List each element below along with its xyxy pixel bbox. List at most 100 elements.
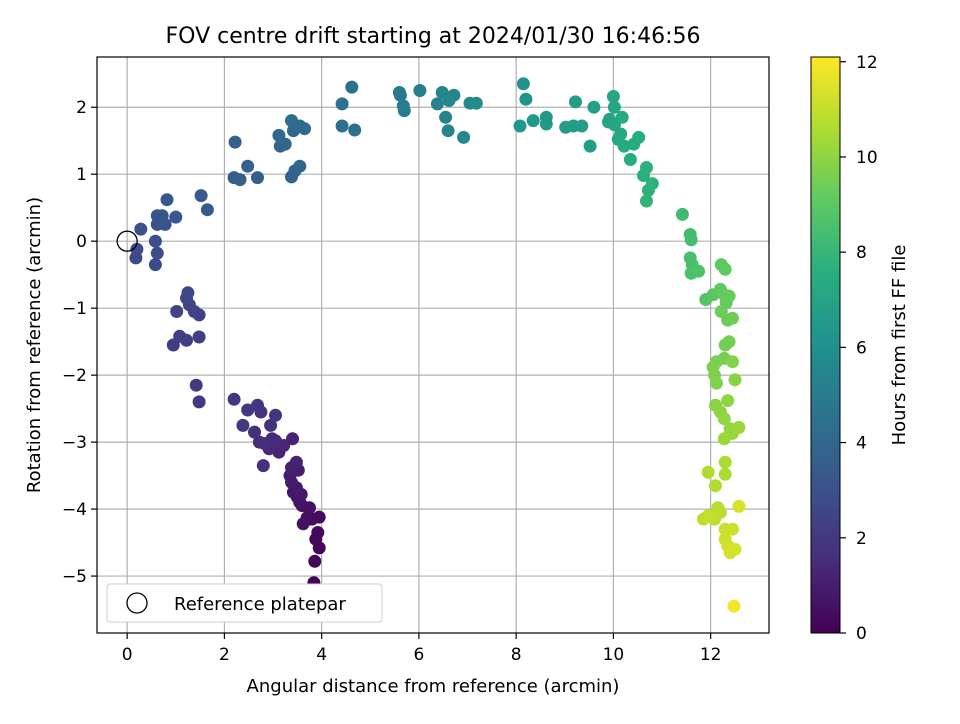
colorbar-tick-label: 2 bbox=[856, 529, 867, 549]
data-point bbox=[632, 130, 646, 144]
data-point bbox=[241, 159, 255, 173]
data-point bbox=[718, 262, 732, 276]
reference-marker bbox=[116, 230, 138, 252]
data-point bbox=[130, 242, 144, 256]
legend-box bbox=[106, 583, 383, 623]
data-point bbox=[640, 194, 653, 208]
y-tick-label: −2 bbox=[62, 366, 87, 386]
data-point bbox=[710, 376, 723, 390]
data-point bbox=[155, 209, 169, 223]
data-point bbox=[293, 159, 307, 173]
data-point bbox=[718, 338, 732, 352]
data-point bbox=[575, 119, 589, 133]
data-point bbox=[194, 189, 208, 203]
data-point bbox=[569, 95, 582, 109]
colorbar-tick-label: 4 bbox=[856, 434, 867, 454]
data-point bbox=[256, 459, 270, 473]
data-point bbox=[728, 542, 742, 556]
data-point bbox=[251, 398, 264, 412]
colorbar-tick-label: 10 bbox=[856, 148, 878, 168]
data-point bbox=[173, 329, 187, 343]
legend: Reference platepar bbox=[106, 583, 383, 623]
chart-title: FOV centre drift starting at 2024/01/30 … bbox=[166, 24, 701, 49]
data-point bbox=[251, 171, 264, 185]
data-point bbox=[192, 395, 206, 409]
data-point bbox=[236, 418, 250, 432]
data-point bbox=[728, 373, 742, 387]
data-point bbox=[701, 465, 715, 479]
data-point bbox=[587, 100, 601, 114]
data-point bbox=[286, 432, 299, 446]
y-tick-label: −4 bbox=[62, 500, 87, 520]
x-axis-ticks: 0 2 4 6 8 10 12 bbox=[122, 633, 722, 665]
data-point bbox=[298, 122, 312, 136]
data-point bbox=[732, 499, 746, 513]
data-point bbox=[264, 418, 278, 432]
colorbar-tick-label: 8 bbox=[856, 243, 867, 263]
data-point bbox=[539, 117, 553, 131]
x-tick-label: 6 bbox=[413, 645, 424, 665]
data-point bbox=[248, 425, 261, 439]
data-point bbox=[148, 258, 162, 272]
data-point bbox=[189, 378, 203, 392]
data-point bbox=[469, 96, 483, 110]
data-point bbox=[675, 207, 689, 221]
data-point bbox=[526, 114, 540, 128]
data-point bbox=[439, 110, 453, 124]
data-point bbox=[148, 234, 162, 248]
y-tick-label: 1 bbox=[76, 165, 87, 185]
x-axis-label: Angular distance from reference (arcmin) bbox=[247, 676, 620, 697]
data-point bbox=[722, 289, 736, 303]
data-point bbox=[447, 88, 461, 102]
x-tick-label: 4 bbox=[316, 645, 327, 665]
data-point bbox=[228, 135, 242, 149]
data-points bbox=[129, 77, 746, 613]
x-tick-label: 12 bbox=[700, 645, 722, 665]
data-point bbox=[335, 119, 349, 133]
colorbar-ticks: 0 2 4 6 8 10 12 bbox=[840, 53, 878, 644]
data-point bbox=[272, 128, 286, 142]
data-point bbox=[134, 222, 148, 236]
data-point bbox=[160, 193, 174, 207]
data-point bbox=[241, 403, 255, 417]
data-point bbox=[617, 139, 631, 153]
data-point bbox=[227, 392, 241, 406]
data-point bbox=[413, 84, 427, 97]
data-point bbox=[645, 177, 659, 191]
data-point bbox=[692, 264, 705, 278]
data-point bbox=[169, 210, 183, 224]
reference-point bbox=[116, 230, 138, 252]
data-point bbox=[718, 455, 732, 469]
grid bbox=[97, 57, 769, 633]
colorbar: 0 2 4 6 8 10 12 Hours from first FF file bbox=[810, 53, 910, 644]
data-point bbox=[718, 467, 732, 481]
colorbar-gradient bbox=[810, 56, 841, 634]
data-point bbox=[606, 90, 620, 103]
x-tick-label: 0 bbox=[122, 645, 133, 665]
data-point bbox=[726, 355, 739, 369]
y-tick-label: −5 bbox=[62, 567, 87, 587]
data-point bbox=[150, 246, 164, 260]
data-point bbox=[684, 233, 698, 247]
data-point bbox=[623, 153, 637, 166]
data-point bbox=[732, 420, 746, 434]
y-axis-ticks: −5 −4 −3 −2 −1 0 1 2 bbox=[62, 98, 97, 587]
data-point bbox=[640, 161, 653, 174]
legend-marker bbox=[126, 592, 148, 614]
data-point bbox=[233, 173, 247, 187]
data-point bbox=[200, 203, 214, 217]
y-tick-label: 0 bbox=[76, 232, 87, 252]
data-point bbox=[430, 97, 444, 111]
data-point bbox=[335, 97, 349, 111]
x-tick-label: 8 bbox=[511, 645, 522, 665]
data-point bbox=[269, 408, 282, 422]
data-point bbox=[726, 311, 739, 325]
data-point bbox=[393, 88, 407, 102]
y-tick-label: 2 bbox=[76, 98, 87, 118]
data-point bbox=[170, 305, 184, 318]
data-point bbox=[252, 435, 266, 449]
colorbar-tick-label: 12 bbox=[856, 53, 878, 73]
data-point bbox=[348, 123, 362, 137]
legend-label: Reference platepar bbox=[174, 594, 346, 615]
